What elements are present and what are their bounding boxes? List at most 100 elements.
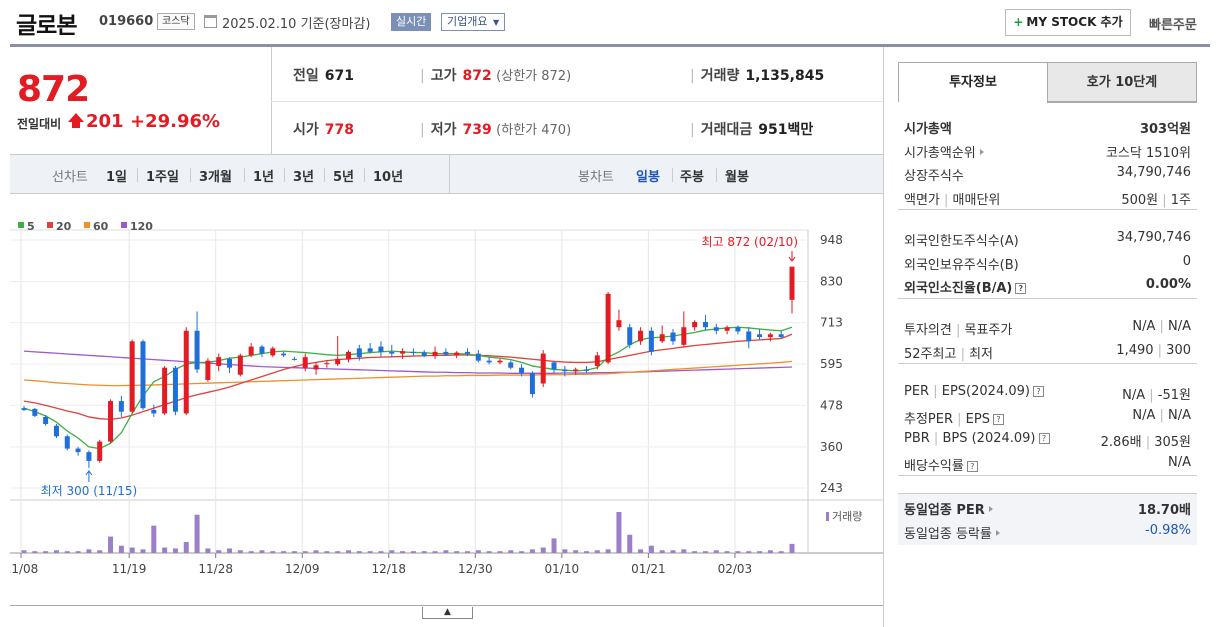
cap-rank-value: 코스닥 1510위 (1105, 145, 1191, 161)
low-label: 저가 (430, 122, 457, 138)
stock-code: 019660 (99, 14, 154, 29)
volume-bar (43, 551, 49, 553)
candle-body (324, 363, 330, 365)
collapse-chart-button[interactable]: ▲ (422, 607, 473, 619)
candle-body (53, 425, 59, 437)
candle-body (454, 352, 460, 356)
max-price-annotation: 최고 872 (02/10) (701, 235, 798, 249)
volume-bar (270, 551, 276, 553)
volume-bar (108, 536, 114, 553)
period-1y[interactable]: 1년 (253, 170, 275, 185)
period-monthly[interactable]: 월봉 (725, 170, 749, 185)
volume-bar (659, 550, 665, 553)
opinion-label: 투자의견 (904, 323, 952, 338)
diff-label: 전일대비 (17, 117, 62, 131)
volume-bar (118, 545, 124, 553)
ma5-line (23, 326, 793, 450)
volume-bar (410, 551, 416, 553)
x-tick-label: 11/08 (10, 562, 38, 576)
chart-period-bar: 선차트 1일 1주일 3개월 1년 3년 5년 10년 봉차트 일봉 주봉 월봉 (10, 155, 883, 194)
stock-header: 글로본 019660 코스닥 2025.02.10 기준(장마감) 실시간 기업… (0, 0, 1224, 46)
help-icon[interactable]: ? (1038, 433, 1050, 444)
volume-bar (53, 550, 59, 553)
volume-bar (216, 550, 222, 553)
help-icon[interactable]: ? (966, 460, 978, 472)
period-daily[interactable]: 일봉 (636, 170, 660, 185)
industry-per-row[interactable]: 동일업종 PER 18.70배 (898, 496, 1197, 520)
company-overview-label: 기업개요 (447, 15, 488, 28)
volume-bar (508, 550, 514, 553)
w52-low-value: 300 (1166, 342, 1191, 358)
period-3m[interactable]: 3개월 (199, 170, 232, 185)
candle-body (410, 351, 416, 353)
candle-body (746, 331, 752, 342)
y-tick-label: 243 (820, 481, 843, 495)
tab-investment-info[interactable]: 투자정보 (898, 62, 1048, 102)
diff-percent: +29.96% (130, 111, 221, 132)
dividend-row: 배당수익률? N/A (898, 452, 1197, 476)
current-price: 872 (17, 69, 90, 110)
period-5y[interactable]: 5년 (333, 170, 355, 185)
week52-row: 52주최고 | 최저 1,490 | 300 (904, 342, 1191, 362)
volume-bar (32, 551, 38, 553)
period-1w[interactable]: 1주일 (146, 170, 179, 185)
foreign-limit-row: 외국인한도주식수(A) 34,790,746 (898, 227, 1197, 251)
legend-swatch (84, 222, 90, 228)
tab-order-book[interactable]: 호가 10단계 (1047, 62, 1197, 102)
industry-rate-row[interactable]: 동일업종 등락률 -0.98% (898, 520, 1197, 544)
help-icon[interactable]: ? (1015, 283, 1027, 294)
help-icon[interactable]: ? (1032, 386, 1044, 397)
est-eps-value: N/A (1168, 407, 1191, 423)
foreign-limit-label: 외국인한도주식수(A) (904, 234, 1019, 249)
company-overview-dropdown[interactable]: 기업개요 ▼ (441, 13, 506, 31)
candle-body (205, 360, 211, 381)
open-label: 시가 (293, 122, 319, 138)
candle-body (540, 353, 546, 384)
candle-body (291, 358, 297, 360)
period-weekly[interactable]: 주봉 (680, 170, 704, 185)
volume-bar (75, 551, 81, 553)
candle-body (64, 436, 70, 449)
plus-icon: + (1013, 15, 1024, 29)
target-value: N/A (1168, 319, 1191, 334)
price-summary: 872 전일대비 201 +29.96% 전일 671 | 고가 872 (상한가 8… (10, 47, 883, 155)
low-price: | 저가 739 (하한가 470) (420, 122, 572, 138)
candle-body (735, 327, 741, 332)
cap-rank-row[interactable]: 시가총액순위 코스닥 1510위 (898, 139, 1197, 163)
volume-bar (540, 547, 546, 553)
add-mystock-button[interactable]: + MY STOCK 추가 (1005, 9, 1131, 36)
up-arrow-icon (68, 113, 84, 122)
quick-order-link[interactable]: 빠른주문 (1149, 18, 1197, 33)
period-1d[interactable]: 1일 (106, 170, 128, 185)
lower-limit: (하한가 470) (496, 123, 572, 138)
foreign-hold-value: 0 (1182, 253, 1191, 269)
dividend-label: 배당수익률 (904, 458, 964, 474)
calendar-icon (204, 15, 217, 28)
market-cap-label: 시가총액 (904, 122, 952, 137)
volume-bar (227, 548, 233, 553)
opinion-value: N/A (1132, 319, 1156, 334)
candle-body (464, 351, 470, 354)
volume-bar (367, 551, 373, 553)
candle-body (659, 334, 665, 342)
realtime-button[interactable]: 실시간 (391, 13, 432, 31)
y-tick-label: 713 (820, 316, 843, 330)
volume-bar (454, 551, 460, 553)
y-tick-label: 948 (820, 233, 843, 247)
candle-body (21, 408, 27, 410)
foreign-rate-row: 외국인소진율(B/A)? 0.00% (898, 274, 1197, 298)
market-cap-group: 시가총액 303억원 시가총액순위 코스닥 1510위 상장주식수 34,790… (898, 115, 1197, 210)
candle-body (432, 351, 438, 357)
foreign-rate-label: 외국인소진율(B/A) (904, 281, 1013, 296)
volume-bar (497, 551, 503, 553)
volume-bar (702, 551, 708, 553)
market-cap-value: 303억원 (1139, 122, 1191, 137)
add-mystock-label: MY STOCK 추가 (1026, 15, 1123, 29)
candle-body (670, 332, 676, 342)
candlestick-chart[interactable]: 11/08 11/19 11/28 12/09 12/18 12/30 01/10 01/21… (10, 194, 883, 605)
candle-body (97, 441, 103, 461)
help-icon[interactable]: ? (992, 413, 1004, 425)
period-10y[interactable]: 10년 (373, 170, 404, 185)
stock-chart[interactable]: 11/08 11/19 11/28 12/09 12/18 12/30 01/10 01/21… (10, 194, 883, 605)
period-3y[interactable]: 3년 (293, 170, 315, 185)
